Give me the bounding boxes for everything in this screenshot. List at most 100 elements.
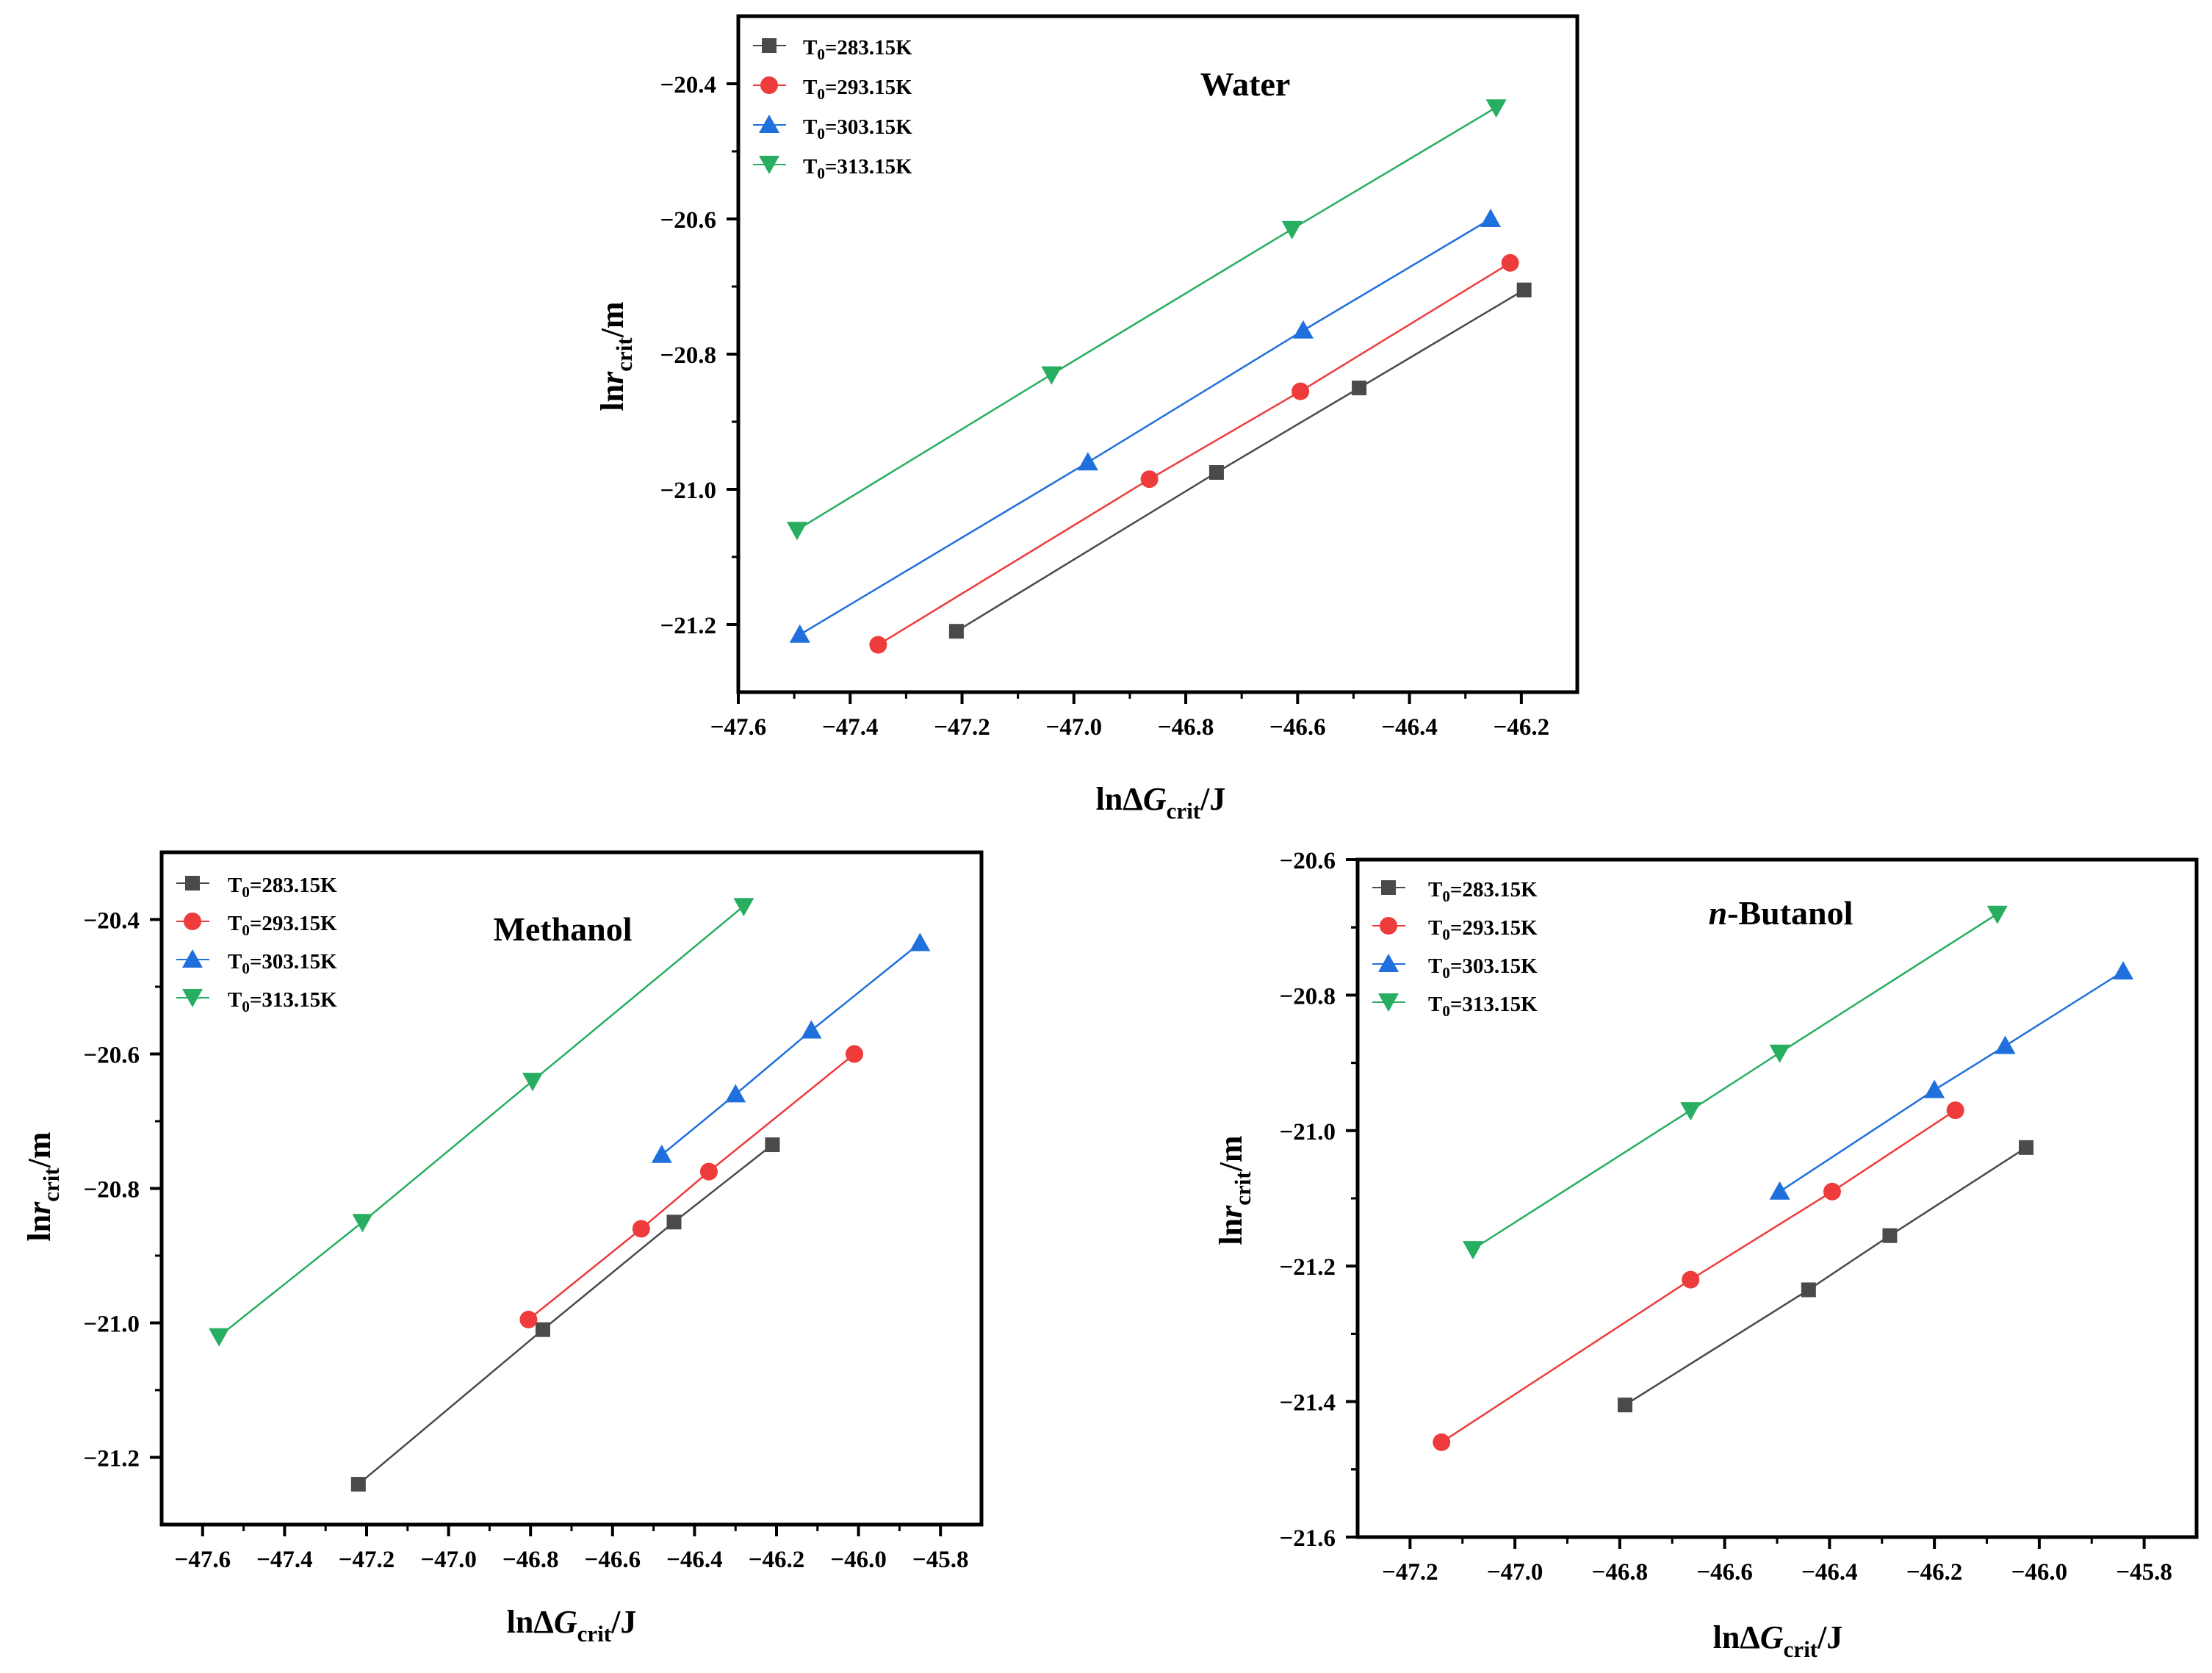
series-line-283	[358, 1144, 774, 1486]
y-tick-label: −20.6	[1279, 848, 1336, 874]
panel-n-butanol: −47.2 −47.0 −46.8 −46.6 −46.4 −46.2 −46.0 −45.8…	[1213, 848, 2199, 1662]
data-point-293	[1823, 1182, 1841, 1201]
legend-item-303: T0=303.15K	[753, 115, 912, 143]
data-point-283	[2019, 1140, 2034, 1155]
legend-item-293: T0=293.15K	[753, 76, 912, 103]
legend-item-303: T0=303.15K	[1372, 954, 1538, 982]
y-tick-label: −21.0	[660, 478, 716, 504]
x-tick-label: −46.2	[749, 1547, 805, 1573]
legend: T0=283.15K T0=293.15K T0=303.15K T0=313.…	[176, 874, 337, 1015]
series-line-303	[799, 217, 1491, 636]
y-tick-label: −21.0	[1279, 1119, 1336, 1145]
y-axis-title: lnrcrit/m	[21, 1131, 64, 1241]
data-point-303	[801, 1020, 822, 1039]
x-axis-title: lnΔGcrit/J	[1096, 781, 1226, 824]
data-point-303	[909, 932, 931, 951]
x-tick-label: −46.2	[1494, 714, 1550, 741]
y-ticks: −20.4 −20.6 −20.8 −21.0 −21.2	[83, 908, 162, 1472]
panel-methanol: −47.6 −47.4 −47.2 −47.0 −46.8 −46.6 −46.4 −46.2…	[21, 850, 984, 1647]
data-point-303	[1995, 1035, 2016, 1054]
data-point-303	[2113, 961, 2134, 980]
x-ticks: −47.2 −47.0 −46.8 −46.6 −46.4 −46.2 −46.0 −45.8	[1382, 1537, 2172, 1586]
series-line-283	[1624, 1146, 2027, 1406]
data-point-313	[1986, 905, 2008, 924]
series-line-293	[877, 262, 1511, 646]
svg-text:T0=313.15K: T0=313.15K	[1428, 993, 1538, 1020]
y-tick-label: −21.2	[83, 1446, 140, 1472]
x-tick-label: −45.8	[912, 1547, 969, 1573]
svg-text:T0=303.15K: T0=303.15K	[803, 115, 912, 143]
data-point-283	[1801, 1282, 1816, 1298]
series-line-283	[956, 289, 1525, 633]
svg-text:T0=303.15K: T0=303.15K	[228, 950, 337, 977]
y-tick-label: −20.4	[660, 72, 716, 98]
data-point-303	[1924, 1079, 1945, 1098]
data-point-303	[1292, 320, 1314, 339]
y-ticks: −20.6 −20.8 −21.0 −21.2 −21.4 −21.6	[1279, 848, 1358, 1552]
legend: T0=283.15K T0=293.15K T0=303.15K T0=313.…	[753, 36, 912, 182]
panel-title: Methanol	[493, 910, 632, 948]
y-axis-title: lnrcrit/m	[1213, 1135, 1255, 1245]
data-point-303	[725, 1084, 746, 1103]
data-point-303	[1769, 1181, 1790, 1200]
x-tick-label: −46.6	[1696, 1559, 1753, 1586]
y-tick-label: −21.2	[1279, 1254, 1336, 1281]
data-point-283	[1516, 282, 1532, 298]
y-axis-title: lnrcrit/m	[594, 301, 637, 411]
legend-item-283: T0=283.15K	[1372, 878, 1538, 905]
x-tick-label: −46.4	[1801, 1559, 1858, 1586]
data-point-283	[1352, 381, 1367, 395]
data-point-303	[789, 624, 810, 643]
svg-text:T0=313.15K: T0=313.15K	[803, 155, 912, 182]
y-tick-label: −20.6	[660, 207, 716, 234]
series-line-313	[1472, 913, 1998, 1251]
x-tick-label: −47.2	[934, 714, 990, 741]
data-point-313	[1485, 99, 1507, 118]
data-point-293	[1140, 470, 1159, 489]
panel-water: −47.6 −47.4 −47.2 −47.0 −46.8 −46.6 −46.4 −46.2…	[594, 14, 1579, 824]
legend-item-293: T0=293.15K	[176, 912, 337, 939]
x-tick-label: −47.0	[420, 1547, 477, 1573]
legend-item-313: T0=313.15K	[753, 155, 912, 182]
y-tick-label: −21.2	[660, 613, 716, 639]
x-tick-label: −46.0	[2011, 1559, 2068, 1586]
x-tick-label: −46.4	[1381, 714, 1438, 741]
series-line-293	[1441, 1109, 1956, 1443]
x-tick-label: −46.8	[1592, 1559, 1649, 1586]
data-point-283	[1882, 1228, 1898, 1243]
series-line-313	[218, 905, 745, 1337]
x-tick-label: −47.2	[1382, 1559, 1438, 1586]
data-point-313	[1281, 220, 1303, 240]
data-point-293	[1291, 382, 1310, 400]
x-tick-label: −47.0	[1487, 1559, 1543, 1586]
legend-item-303: T0=303.15K	[176, 949, 337, 977]
legend-item-293: T0=293.15K	[1372, 916, 1538, 943]
data-point-293	[519, 1310, 538, 1328]
data-point-313	[786, 522, 807, 541]
y-tick-label: −20.4	[83, 908, 140, 935]
x-ticks: −47.6 −47.4 −47.2 −47.0 −46.8 −46.6 −46.4 −46.2	[710, 692, 1549, 741]
data-point-313	[209, 1328, 230, 1347]
data-point-283	[666, 1215, 682, 1230]
data-point-303	[1077, 452, 1098, 471]
y-tick-label: −21.4	[1279, 1390, 1336, 1417]
x-tick-label: −46.0	[830, 1547, 887, 1573]
data-point-293	[1946, 1101, 1964, 1120]
data-point-313	[1769, 1044, 1790, 1063]
x-tick-label: −46.6	[1269, 714, 1326, 741]
y-tick-label: −20.8	[660, 342, 716, 369]
series-line-313	[796, 107, 1497, 531]
data-point-313	[352, 1214, 373, 1233]
svg-text:T0=293.15K: T0=293.15K	[228, 912, 337, 939]
panel-title: n-Butanol	[1709, 894, 1853, 932]
x-tick-label: −47.6	[710, 714, 767, 741]
x-tick-label: −46.8	[502, 1547, 559, 1573]
panel-title: Water	[1200, 65, 1291, 103]
data-point-283	[350, 1477, 366, 1492]
x-tick-label: −47.4	[822, 714, 879, 741]
data-point-313	[1463, 1241, 1484, 1260]
svg-text:T0=313.15K: T0=313.15K	[228, 988, 337, 1015]
data-point-303	[651, 1144, 672, 1163]
x-axis-title: lnΔGcrit/J	[1713, 1619, 1843, 1662]
